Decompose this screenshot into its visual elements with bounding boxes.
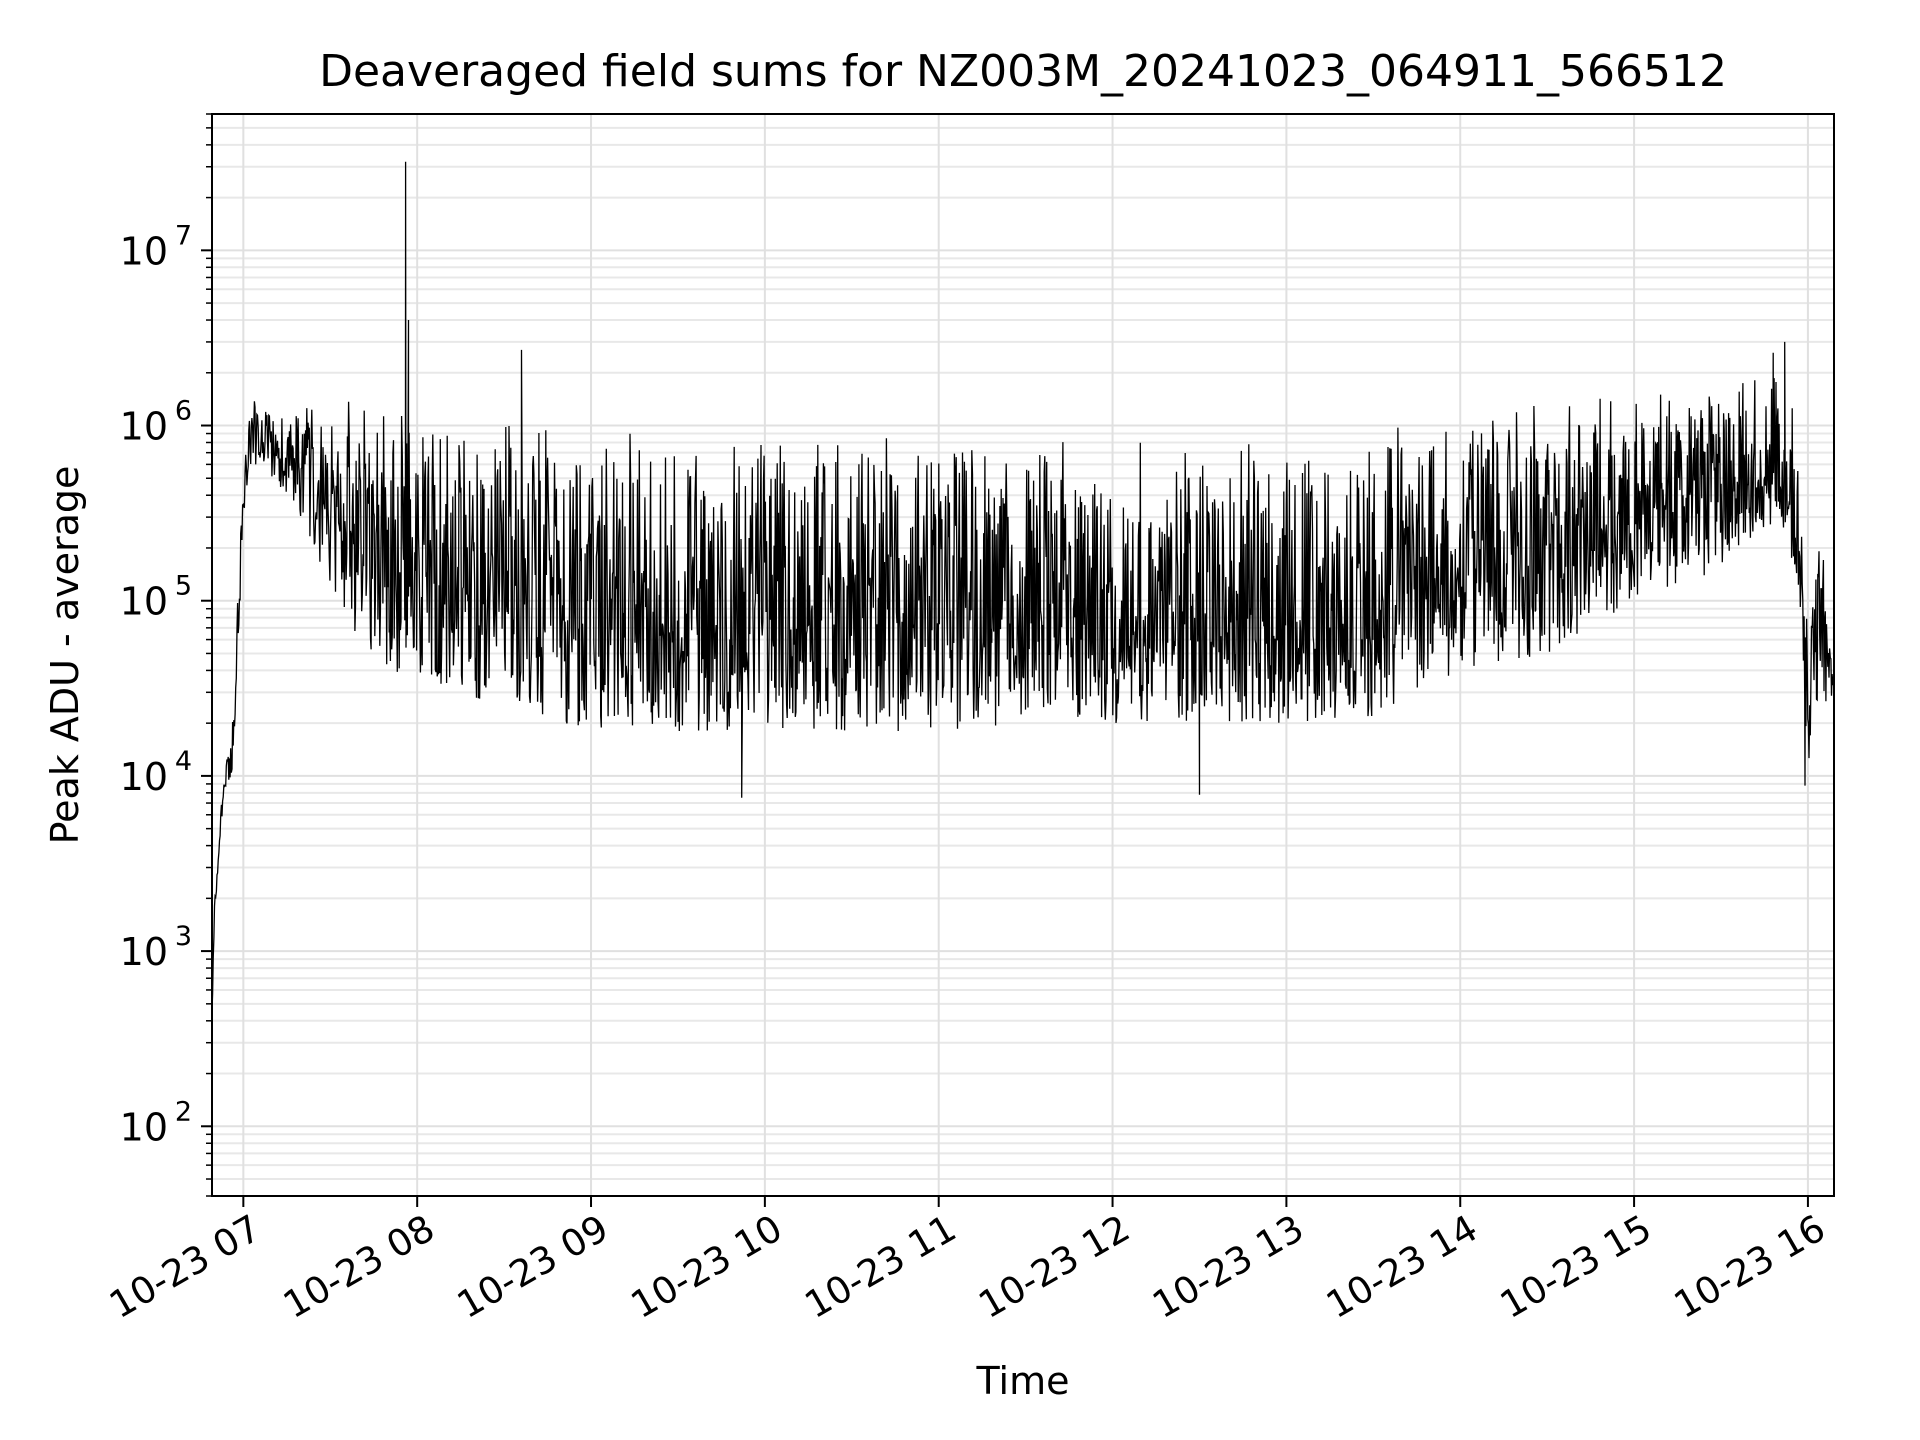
y-tick-label: 10 — [120, 405, 168, 449]
y-tick-exponent: 2 — [175, 1096, 192, 1127]
x-axis-label: Time — [976, 1359, 1070, 1403]
y-tick-label: 10 — [120, 755, 168, 799]
series-trace — [211, 161, 1835, 1012]
y-tick-label: 10 — [120, 930, 168, 974]
y-tick-exponent: 7 — [175, 220, 192, 251]
grid — [212, 113, 1834, 1197]
y-tick-exponent: 6 — [175, 396, 192, 427]
y-tick-label: 10 — [120, 580, 168, 624]
axes-frame — [211, 113, 1835, 1197]
y-tick-exponent: 5 — [175, 571, 192, 602]
y-tick-label: 10 — [120, 229, 168, 273]
y-tick-exponent: 3 — [175, 921, 192, 952]
y-tick-exponent: 4 — [175, 746, 192, 777]
y-axis-label: Peak ADU - average — [43, 466, 87, 845]
chart-title: Deaveraged field sums for NZ003M_2024102… — [319, 46, 1727, 97]
series-line — [211, 161, 1835, 1012]
y-tick-label: 10 — [120, 1105, 168, 1149]
